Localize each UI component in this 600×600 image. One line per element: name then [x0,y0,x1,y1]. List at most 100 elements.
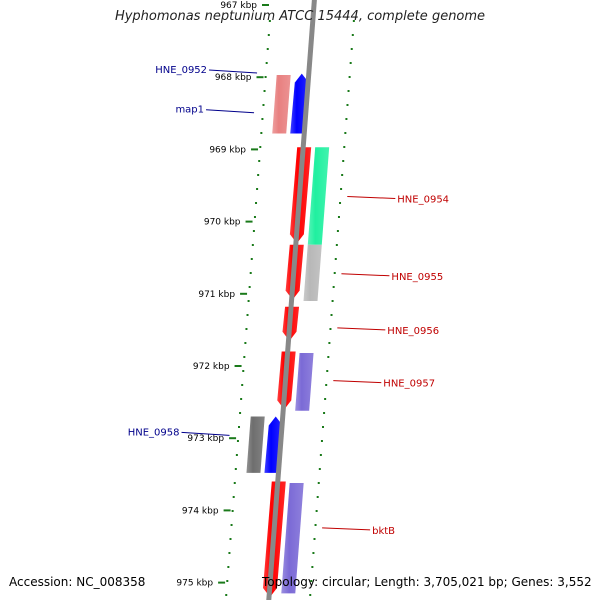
tick-dot [248,286,251,288]
tick-dot [327,356,330,358]
tick-dot [332,286,335,288]
tick-dot [348,76,351,78]
tick-dot [247,300,250,302]
tick-dot [240,398,243,400]
tick-dot [227,566,230,568]
tick-dot [251,244,254,246]
tick-dot [268,20,271,22]
tick-dot [342,160,345,162]
tick-dot [312,552,315,554]
gene-label-hne_0955: HNE_0955 [391,272,443,283]
tick-dot [252,230,255,232]
tick-dot [253,216,256,218]
tick-dot [346,104,349,106]
tick-dot [328,342,331,344]
tick-dot [245,328,248,330]
tick-dot [329,328,332,330]
tick-dot [246,314,249,316]
tick-dot [238,426,241,428]
scale-ticks: 967 kbp 968 kbp 969 kbp 970 kbp 971 kbp 972 k… [176,1,269,589]
tick-dot [347,90,350,92]
gene-feature-bktb [281,482,304,594]
tick-dot [244,342,247,344]
tick-dot [236,440,239,442]
tick-dot [249,272,252,274]
tick-dot [313,538,316,540]
tick-dot [225,594,228,596]
tick-dot [344,132,347,134]
tick-dot [255,202,258,204]
tick-dot [351,34,354,36]
accession-text: Accession: NC_008358 [9,575,146,589]
tick-dot [316,496,319,498]
tick-dot [233,482,236,484]
tick-dot [339,202,342,204]
gene-label-bktb: bktB [372,526,395,537]
tick-dot [250,258,253,260]
tick-dot [243,356,246,358]
tick-dot [229,538,232,540]
tick-dot [267,34,270,36]
tick-dot [322,426,325,428]
tick-dot [330,314,333,316]
tick-dot [324,398,327,400]
scale-tick-label: 968 kbp [215,73,252,83]
scale-tick-label: 969 kbp [209,145,246,155]
genome-summary-text: Topology: circular; Length: 3,705,021 bp… [262,575,592,589]
genome-backbone [266,0,317,600]
tick-dot [262,104,265,106]
tick-dot [326,370,329,372]
tick-dot [259,146,262,148]
tick-dot [318,468,321,470]
scale-tick-label: 967 kbp [220,1,257,11]
tick-dot [266,48,269,50]
gene-labels: HNE_0952 map1 HNE_0954 HNE_0955 HNE_0956 HNE_… [128,65,449,537]
tick-dot [258,160,261,162]
gene-label-hne_0954: HNE_0954 [397,194,449,205]
label-leader-line [341,273,390,277]
tick-dot [232,496,235,498]
tick-dot [310,580,313,582]
tick-dot [226,580,229,582]
tick-dot [319,454,322,456]
inner-tick-dots [225,20,271,596]
gene-label-hne_0957: HNE_0957 [383,379,435,390]
gene-label-hne_0958: HNE_0958 [128,427,180,438]
scale-tick-label: 974 kbp [182,506,219,516]
gene-label-hne_0956: HNE_0956 [387,326,439,337]
tick-dot [239,412,242,414]
label-leader-line [322,527,371,531]
tick-dot [317,482,320,484]
tick-dot [228,552,231,554]
tick-dot [311,566,314,568]
label-leader-line [181,431,230,436]
label-leader-line [337,327,386,331]
scale-tick-label: 972 kbp [193,362,230,372]
gene-label-hne_0952: HNE_0952 [155,65,207,76]
gene-feature-hne_0958 [246,416,265,473]
tick-dot [335,244,338,246]
tick-dot [340,188,343,190]
gene-feature-hne_0955 [303,244,322,302]
tick-dot [260,132,263,134]
tick-dot [325,384,328,386]
scale-tick-label: 971 kbp [198,290,235,300]
tick-dot [333,272,336,274]
gene-feature-map1 [272,75,291,134]
tick-dot [350,48,353,50]
tick-dot [264,76,267,78]
tick-dot [320,440,323,442]
gene-feature-hne_0957 [295,353,314,411]
tick-dot [261,118,264,120]
tick-dot [309,594,312,596]
tick-dot [265,62,268,64]
tick-dot [349,62,352,64]
tick-dot [323,412,326,414]
tick-dot [263,90,266,92]
tick-dot [230,524,233,526]
tick-dot [334,258,337,260]
tick-dot [336,230,339,232]
tick-dot [352,20,355,22]
